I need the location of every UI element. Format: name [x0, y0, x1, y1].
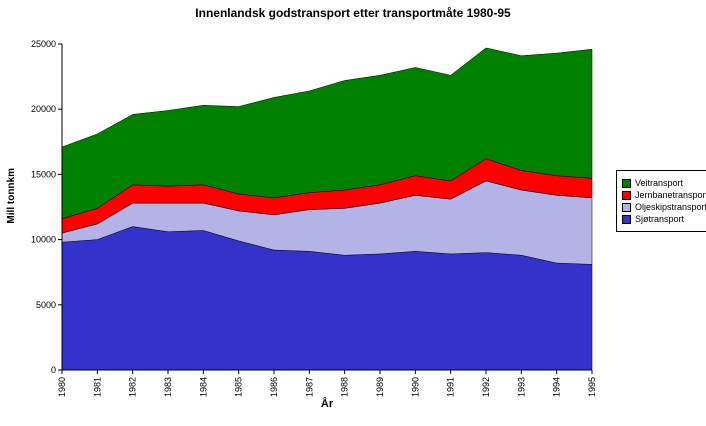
x-tick-label: 1982	[128, 377, 138, 397]
x-axis-label: År	[320, 398, 334, 410]
x-tick-label: 1983	[163, 377, 173, 397]
legend: Veitransport Jernbanetransport Oljeskipstr…	[616, 170, 706, 232]
x-tick-label: 1994	[552, 377, 562, 397]
area-veitransport	[61, 47, 593, 220]
x-tick-label: 1989	[375, 377, 385, 397]
y-tick-label: 0	[51, 365, 56, 375]
y-tick-label: 10000	[31, 235, 56, 245]
legend-label: Oljeskipstransport	[635, 202, 706, 212]
legend-label: Veitransport	[635, 178, 684, 188]
x-tick-label: 1984	[198, 377, 208, 397]
legend-label: Sjøtransport	[635, 214, 685, 224]
x-tick-label: 1986	[269, 377, 279, 397]
legend-swatch	[622, 178, 631, 188]
legend-label: Jernbanetransport	[635, 190, 706, 200]
y-axis-label: Mill tonnkm	[6, 168, 17, 224]
x-tick-label: 1987	[304, 377, 314, 397]
x-tick-label: 1988	[340, 377, 350, 397]
x-tick-label: 1995	[587, 377, 597, 397]
legend-swatch	[622, 202, 631, 212]
legend-item-veitransport: Veitransport	[622, 178, 706, 188]
x-tick-label: 1992	[481, 377, 491, 397]
y-tick-label: 5000	[36, 300, 56, 310]
x-tick-label: 1981	[92, 377, 102, 397]
legend-swatch	[622, 214, 631, 224]
legend-item-sjøtransport: Sjøtransport	[622, 214, 706, 224]
chart-title: Innenlandsk godstransport etter transpor…	[195, 6, 511, 20]
x-tick-label: 1985	[234, 377, 244, 397]
x-tick-label: 1991	[446, 377, 456, 397]
x-tick-label: 1980	[57, 377, 67, 397]
legend-item-jernbanetransport: Jernbanetransport	[622, 190, 706, 200]
y-tick-label: 25000	[31, 39, 56, 49]
legend-item-oljeskipstransport: Oljeskipstransport	[622, 202, 706, 212]
x-tick-label: 1993	[516, 377, 526, 397]
legend-swatch	[622, 190, 631, 200]
y-tick-label: 15000	[31, 169, 56, 179]
y-tick-label: 20000	[31, 104, 56, 114]
x-tick-label: 1990	[410, 377, 420, 397]
